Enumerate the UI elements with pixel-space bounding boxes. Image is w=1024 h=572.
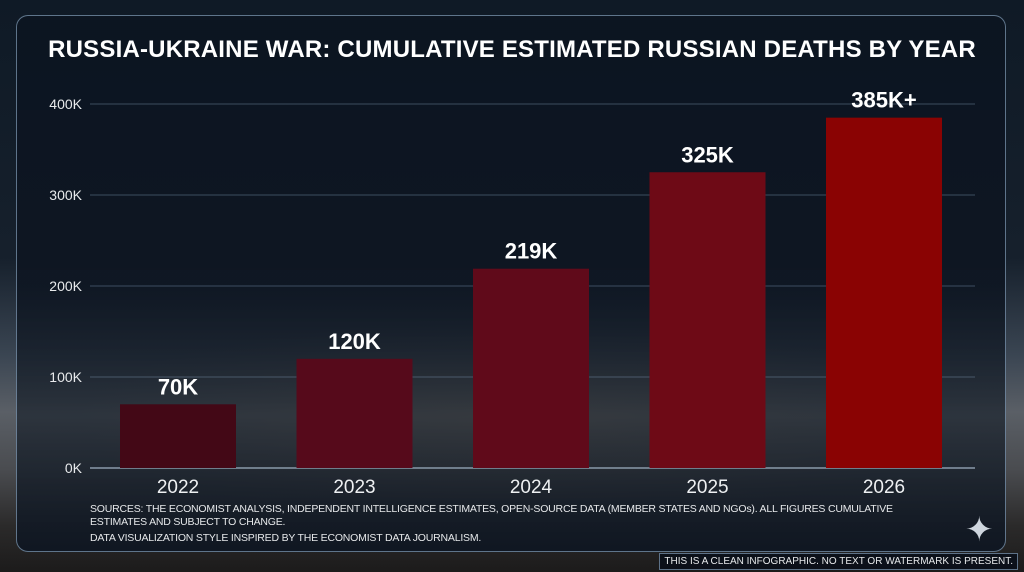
y-tick-label: 200K — [49, 278, 82, 294]
x-tick-label: 2023 — [333, 477, 375, 498]
sparkle-icon: ✦ — [965, 511, 994, 549]
bar-2025 — [649, 172, 766, 468]
y-tick-label: 400K — [49, 96, 82, 112]
sources-note: SOURCES: THE ECONOMIST ANALYSIS, INDEPEN… — [90, 503, 893, 528]
bar-2024 — [473, 268, 589, 468]
watermark-note: THIS IS A CLEAN INFOGRAPHIC. NO TEXT OR … — [659, 553, 1018, 570]
data-label: 325K — [681, 142, 734, 167]
x-tick-label: 2026 — [863, 477, 905, 498]
data-label: 70K — [158, 374, 198, 399]
x-tick-label: 2025 — [686, 477, 728, 498]
bar-2023 — [296, 358, 413, 468]
x-tick-label: 2024 — [510, 477, 553, 498]
credit-note: DATA VISUALIZATION STYLE INSPIRED BY THE… — [90, 532, 482, 544]
data-label: 219K — [505, 239, 558, 264]
y-tick-label: 300K — [49, 187, 82, 203]
data-label: 120K — [328, 329, 381, 354]
y-tick-label: 100K — [49, 369, 82, 385]
chart-title: RUSSIA-UKRAINE WAR: CUMULATIVE ESTIMATED… — [48, 36, 976, 63]
bar-2022 — [120, 404, 236, 468]
bar-2026 — [826, 117, 942, 469]
x-tick-label: 2022 — [157, 477, 199, 498]
y-tick-label: 0K — [65, 460, 83, 476]
data-label: 385K+ — [851, 88, 916, 113]
